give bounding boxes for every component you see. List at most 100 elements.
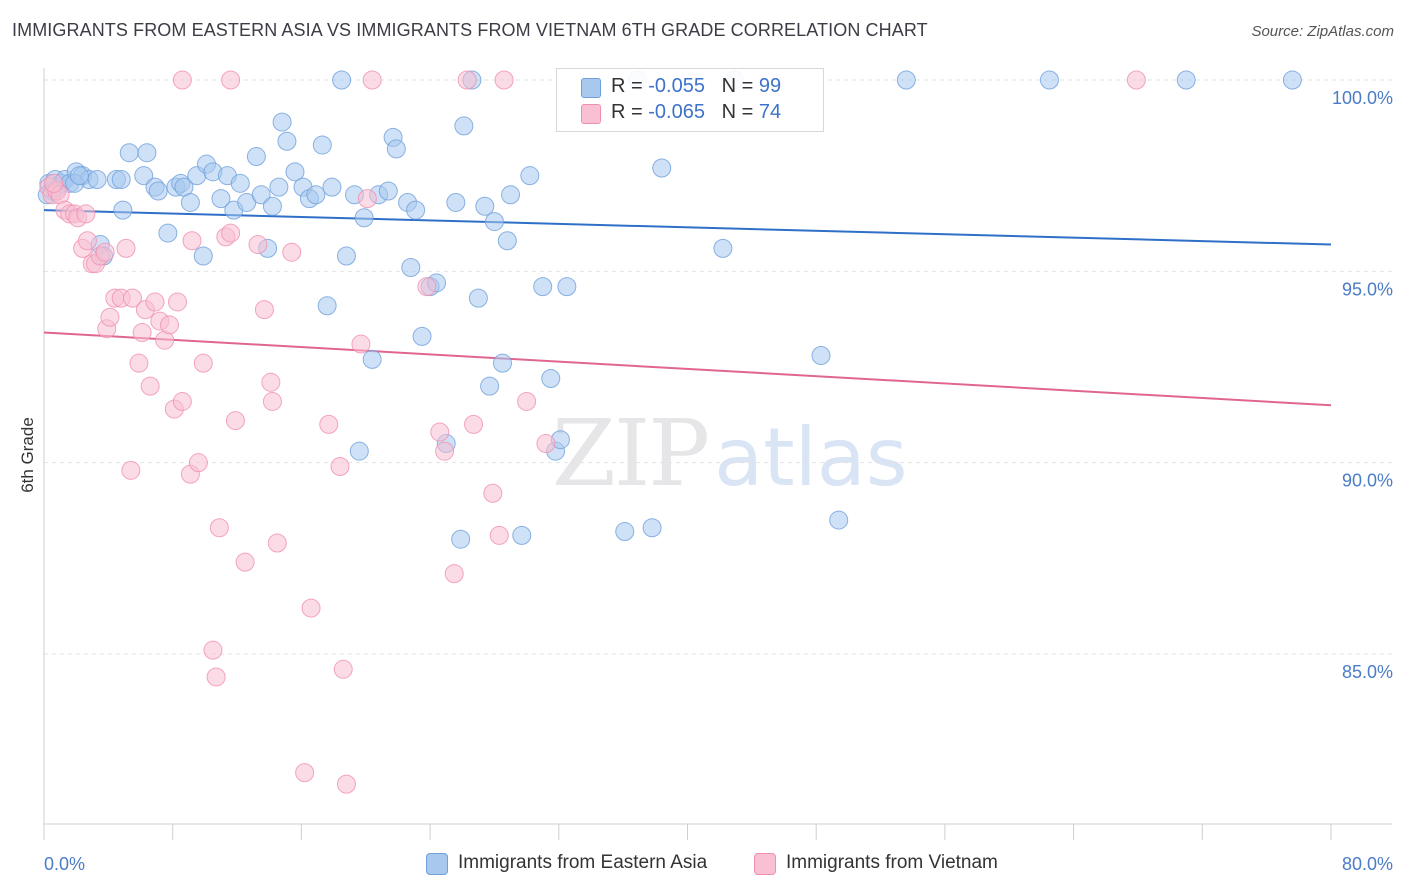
stats-n-label: N = [721, 101, 754, 123]
legend-label-vietnam: Immigrants from Vietnam [786, 852, 998, 873]
point-vietnam [225, 411, 245, 431]
y-tick-label: 85.0% [1342, 662, 1393, 682]
point-vietnam [1126, 70, 1146, 90]
point-vietnam [483, 483, 503, 503]
point-vietnam [209, 518, 229, 538]
point-vietnam [172, 391, 192, 411]
point-vietnam [221, 223, 241, 243]
point-eastern-asia [501, 185, 521, 205]
point-eastern-asia [446, 192, 466, 212]
legend-label-eastern-asia: Immigrants from Eastern Asia [458, 852, 708, 873]
point-eastern-asia [354, 208, 374, 228]
point-vietnam [517, 391, 537, 411]
point-eastern-asia [317, 296, 337, 316]
point-vietnam [132, 323, 152, 343]
point-eastern-asia [113, 200, 133, 220]
point-vietnam [129, 353, 149, 373]
point-eastern-asia [406, 200, 426, 220]
point-vietnam [248, 235, 268, 255]
point-eastern-asia [246, 147, 266, 167]
point-vietnam [254, 300, 274, 320]
point-eastern-asia [362, 349, 382, 369]
legend-swatch-eastern-asia [426, 853, 448, 875]
point-eastern-asia [1282, 70, 1302, 90]
point-eastern-asia [512, 525, 532, 545]
point-vietnam [261, 372, 281, 392]
point-vietnam [182, 231, 202, 251]
point-eastern-asia [652, 158, 672, 178]
point-vietnam [140, 376, 160, 396]
point-vietnam [494, 70, 514, 90]
stats-r-value: -0.065 [648, 101, 705, 123]
trendline-vietnam [43, 331, 1332, 407]
point-eastern-asia [111, 169, 131, 189]
point-eastern-asia [137, 143, 157, 163]
point-eastern-asia [412, 326, 432, 346]
point-vietnam [95, 242, 115, 262]
point-vietnam [336, 774, 356, 794]
point-vietnam [121, 460, 141, 480]
point-vietnam [319, 414, 339, 434]
point-eastern-asia [180, 192, 200, 212]
point-eastern-asia [468, 288, 488, 308]
point-vietnam [206, 667, 226, 687]
chart-title: IMMIGRANTS FROM EASTERN ASIA VS IMMIGRAN… [12, 20, 928, 40]
watermark: ZIPatlas [552, 400, 908, 507]
point-vietnam [282, 242, 302, 262]
point-vietnam [417, 277, 437, 297]
stats-r-value: -0.055 [648, 75, 705, 97]
point-eastern-asia [277, 131, 297, 151]
point-vietnam [357, 189, 377, 209]
stats-legend: R = -0.055 N = 99 R = -0.065 N = 74 [556, 68, 824, 132]
point-eastern-asia [378, 181, 398, 201]
point-vietnam [267, 533, 287, 553]
point-eastern-asia [497, 231, 517, 251]
point-eastern-asia [475, 196, 495, 216]
stats-n-label: N = [721, 75, 754, 97]
point-vietnam [489, 525, 509, 545]
point-eastern-asia [349, 441, 369, 461]
stats-r-label: R = [611, 75, 643, 97]
point-eastern-asia [492, 353, 512, 373]
point-vietnam [457, 70, 477, 90]
trendline-eastern-asia [43, 209, 1332, 246]
point-eastern-asia [272, 112, 292, 132]
point-eastern-asia [285, 162, 305, 182]
point-eastern-asia [713, 238, 733, 258]
point-vietnam [159, 315, 179, 335]
point-eastern-asia [230, 173, 250, 193]
point-vietnam [168, 292, 188, 312]
stats-n-value: 99 [758, 75, 782, 97]
point-vietnam [145, 292, 165, 312]
watermark-zip: ZIP [552, 400, 710, 507]
point-vietnam [193, 353, 213, 373]
point-vietnam [435, 441, 455, 461]
point-eastern-asia [134, 166, 154, 186]
point-eastern-asia [312, 135, 332, 155]
point-eastern-asia [520, 166, 540, 186]
tick-label-layer: 85.0% 90.0% 95.0% 100.0% 0.0% 80.0% [44, 88, 1393, 874]
point-eastern-asia [87, 169, 107, 189]
point-eastern-asia [1176, 70, 1196, 90]
point-eastern-asia [262, 196, 282, 216]
point-vietnam [536, 434, 556, 454]
points-layer [37, 70, 1302, 794]
point-eastern-asia [193, 246, 213, 266]
point-eastern-asia [158, 223, 178, 243]
point-eastern-asia [211, 189, 231, 209]
watermark-atlas: atlas [714, 411, 908, 504]
point-vietnam [333, 659, 353, 679]
y-tick-label: 95.0% [1342, 279, 1393, 299]
point-eastern-asia [306, 185, 326, 205]
point-eastern-asia [1039, 70, 1059, 90]
point-eastern-asia [454, 116, 474, 136]
point-vietnam [203, 640, 223, 660]
point-eastern-asia [451, 529, 471, 549]
point-vietnam [76, 204, 96, 224]
point-eastern-asia [322, 177, 342, 197]
point-vietnam [116, 238, 136, 258]
stats-swatch-vietnam [581, 104, 601, 124]
point-eastern-asia [811, 346, 831, 366]
point-eastern-asia [642, 518, 662, 538]
point-eastern-asia [269, 177, 289, 197]
